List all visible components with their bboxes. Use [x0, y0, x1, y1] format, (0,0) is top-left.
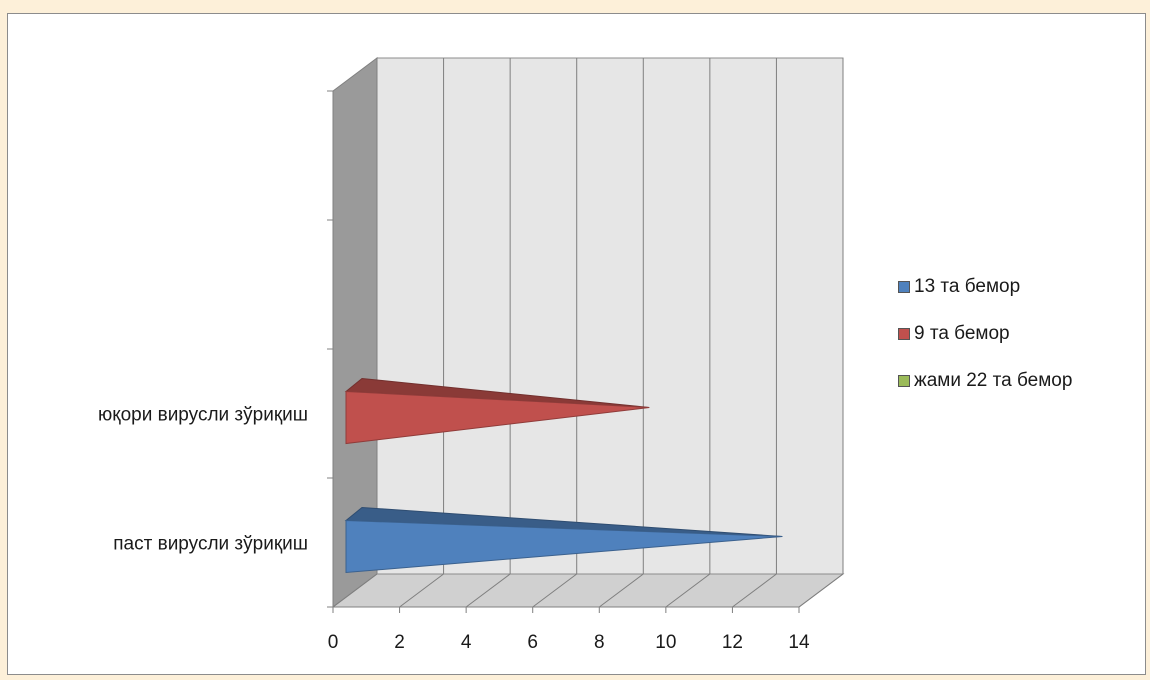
gridline-floor [665, 573, 711, 608]
x-tick-label: 14 [788, 632, 810, 653]
legend-item: жами 22 та бемор [898, 369, 1072, 393]
gridline-floor [399, 573, 444, 608]
legend-swatch [898, 281, 910, 293]
x-tick-label: 0 [328, 632, 339, 653]
bar-front-face [345, 519, 783, 574]
x-tick-label: 4 [461, 632, 472, 653]
legend-item: 9 та бемор [898, 322, 1072, 346]
bar [344, 506, 783, 574]
gridlines [332, 58, 844, 613]
x-tick-label: 6 [527, 632, 538, 653]
chart-floor [331, 573, 845, 608]
gridline-floor [532, 573, 578, 608]
legend-item: 13 та бемор [898, 275, 1072, 299]
x-tick-label: 10 [655, 632, 676, 653]
bar-front-face [345, 390, 650, 445]
bars [344, 377, 783, 574]
category-label: паст вирусли зўриқиш [113, 534, 308, 555]
legend-swatch [898, 375, 910, 387]
chart-back-wall [376, 57, 844, 575]
legend-label: 9 та бемор [914, 323, 1010, 344]
x-tick-label: 8 [594, 632, 605, 653]
x-tick-label: 2 [394, 632, 405, 653]
gridline-floor [465, 573, 511, 608]
gridline-floor [598, 573, 644, 608]
axes [327, 90, 799, 608]
x-tick-label: 12 [722, 632, 743, 653]
gridline-floor [798, 573, 844, 608]
category-labels: паст вирусли зўриқиш юқори вирусли зўриқи… [98, 405, 308, 555]
bar [344, 377, 650, 445]
category-label: юқори вирусли зўриқиш [98, 405, 308, 426]
gridline-floor [732, 573, 777, 608]
legend: 13 та бемор 9 та бемор жами 22 та бемор [898, 275, 1072, 416]
x-tick-labels: 0 2 4 6 8 10 12 14 [328, 632, 810, 653]
legend-swatch [898, 328, 910, 340]
legend-label: 13 та бемор [914, 276, 1021, 297]
legend-label: жами 22 та бемор [914, 370, 1073, 391]
gridline-floor [332, 573, 378, 608]
